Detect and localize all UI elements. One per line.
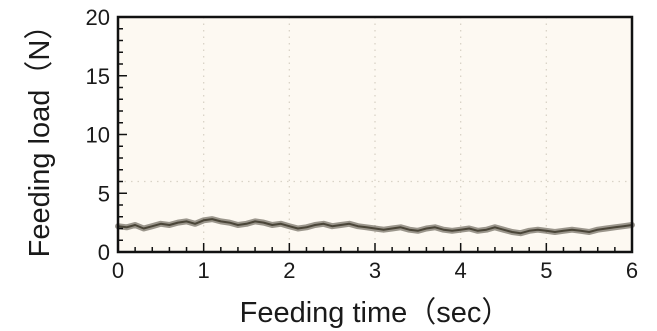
x-tick-label: 0 xyxy=(112,258,124,283)
x-tick-label: 1 xyxy=(198,258,210,283)
load-trace xyxy=(115,216,635,237)
x-tick-label: 5 xyxy=(540,258,552,283)
y-tick-label: 0 xyxy=(98,240,110,265)
y-axis-title: Feeding load（N） xyxy=(24,11,56,258)
y-tick-label: 20 xyxy=(86,5,110,30)
x-axis-title: Feeding time（sec） xyxy=(240,297,511,329)
y-tick-label: 15 xyxy=(86,64,110,89)
x-tick-label: 4 xyxy=(455,258,467,283)
x-tick-label: 2 xyxy=(283,258,295,283)
x-tick-label: 6 xyxy=(626,258,638,283)
y-tick-label: 10 xyxy=(86,123,110,148)
axis-ticks xyxy=(117,16,633,253)
tick-labels: 0 1 2 3 4 5 6 0 5 10 15 20 xyxy=(86,5,639,283)
y-tick-label: 5 xyxy=(98,181,110,206)
series-line xyxy=(117,218,633,235)
x-tick-label: 3 xyxy=(369,258,381,283)
